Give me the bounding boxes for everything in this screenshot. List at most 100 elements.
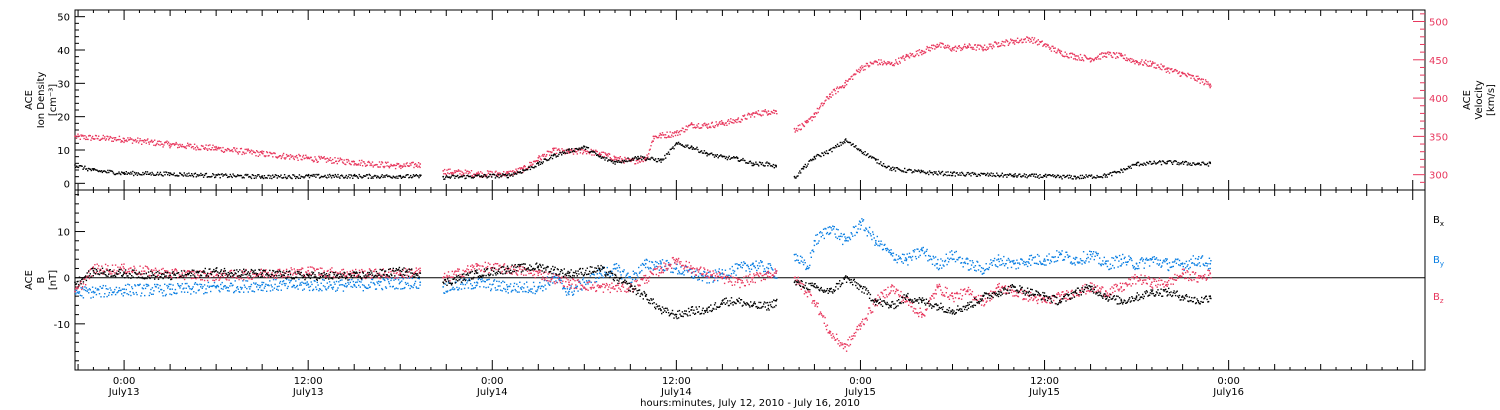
by-point bbox=[356, 281, 358, 283]
density-point bbox=[275, 174, 278, 177]
by-point bbox=[604, 271, 606, 273]
by-point bbox=[1056, 250, 1058, 252]
by-point bbox=[1056, 260, 1059, 262]
by-point bbox=[796, 255, 799, 257]
velocity-point bbox=[249, 150, 252, 153]
velocity-point bbox=[233, 147, 236, 149]
velocity-point bbox=[635, 160, 638, 162]
velocity-point bbox=[313, 160, 315, 162]
velocity-point bbox=[444, 173, 447, 175]
velocity-point bbox=[1095, 57, 1097, 59]
by-point bbox=[1112, 257, 1115, 259]
density-point bbox=[672, 146, 674, 148]
by-point bbox=[1029, 255, 1031, 257]
density-point bbox=[954, 175, 956, 177]
velocity-point bbox=[737, 117, 740, 119]
velocity-point bbox=[513, 170, 516, 173]
density-point bbox=[1078, 176, 1080, 179]
by-point bbox=[1129, 256, 1132, 259]
density-point bbox=[514, 173, 516, 175]
density-point bbox=[808, 160, 810, 162]
by-point bbox=[1125, 261, 1127, 263]
velocity-point bbox=[926, 45, 928, 48]
bz-point bbox=[116, 270, 118, 272]
by-point bbox=[78, 291, 81, 293]
by-point bbox=[650, 267, 652, 270]
by-point bbox=[509, 285, 511, 288]
density-point bbox=[1064, 176, 1066, 179]
velocity-point bbox=[604, 152, 606, 154]
velocity-point bbox=[663, 134, 665, 136]
velocity-point bbox=[1047, 44, 1049, 46]
by-point bbox=[1207, 268, 1210, 270]
by-point bbox=[1068, 255, 1070, 257]
density-point bbox=[1083, 176, 1085, 178]
velocity-point bbox=[292, 157, 295, 159]
bz-point bbox=[223, 272, 226, 274]
velocity-point bbox=[617, 159, 619, 162]
by-point bbox=[481, 278, 483, 280]
by-point bbox=[381, 288, 384, 291]
velocity-point bbox=[794, 131, 796, 133]
by-point bbox=[921, 250, 924, 252]
by-point bbox=[760, 261, 763, 264]
by-point bbox=[1091, 255, 1093, 258]
velocity-point bbox=[229, 149, 232, 152]
by-point bbox=[644, 266, 647, 269]
velocity-point bbox=[283, 157, 285, 159]
velocity-point bbox=[829, 95, 831, 98]
velocity-point bbox=[78, 135, 81, 137]
velocity-point bbox=[873, 61, 875, 63]
by-point bbox=[1141, 257, 1143, 259]
density-anchor bbox=[813, 155, 816, 158]
velocity-point bbox=[1001, 40, 1003, 43]
velocity-point bbox=[942, 43, 944, 45]
density-point bbox=[487, 176, 489, 178]
velocity-point bbox=[505, 172, 507, 175]
by-point bbox=[303, 288, 305, 290]
velocity-point bbox=[931, 47, 934, 50]
by-point bbox=[462, 283, 464, 286]
density-point bbox=[1010, 175, 1013, 177]
velocity-point bbox=[1178, 71, 1181, 73]
density-point bbox=[1058, 176, 1061, 179]
density-point bbox=[860, 150, 863, 153]
bz-point bbox=[213, 275, 215, 278]
velocity-point bbox=[309, 156, 312, 159]
velocity-point bbox=[94, 134, 97, 137]
by-point bbox=[1194, 264, 1196, 266]
by-point bbox=[758, 262, 760, 264]
density-point bbox=[596, 154, 599, 156]
density-point bbox=[586, 147, 589, 149]
by-point bbox=[479, 286, 481, 288]
by-point bbox=[459, 278, 461, 281]
by-point bbox=[77, 291, 79, 293]
density-point bbox=[893, 167, 896, 169]
velocity-point bbox=[980, 45, 982, 47]
bz-point bbox=[157, 274, 160, 276]
density-point bbox=[78, 165, 81, 167]
density-point bbox=[411, 177, 413, 179]
velocity-point bbox=[598, 153, 600, 156]
density-anchor bbox=[793, 175, 796, 178]
density-point bbox=[827, 152, 829, 155]
by-point bbox=[449, 289, 451, 292]
density-point bbox=[141, 174, 143, 176]
by-point bbox=[396, 277, 398, 279]
velocity-anchor bbox=[307, 156, 310, 159]
by-point bbox=[985, 263, 987, 265]
density-point bbox=[253, 177, 255, 179]
by-point bbox=[1085, 260, 1087, 262]
by-point bbox=[505, 290, 507, 293]
density-point bbox=[270, 175, 272, 177]
density-point bbox=[119, 172, 121, 175]
by-point bbox=[838, 235, 840, 238]
density-point bbox=[976, 175, 979, 177]
velocity-point bbox=[90, 139, 92, 141]
velocity-point bbox=[954, 46, 956, 49]
density-point bbox=[887, 165, 889, 167]
density-point bbox=[183, 172, 185, 174]
velocity-point bbox=[1102, 52, 1105, 54]
by-anchor bbox=[1059, 253, 1061, 256]
velocity-point bbox=[1165, 68, 1167, 70]
